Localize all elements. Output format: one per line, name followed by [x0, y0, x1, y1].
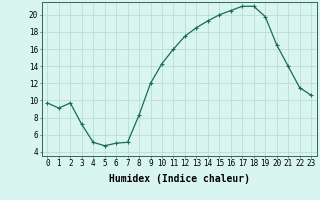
X-axis label: Humidex (Indice chaleur): Humidex (Indice chaleur): [109, 174, 250, 184]
